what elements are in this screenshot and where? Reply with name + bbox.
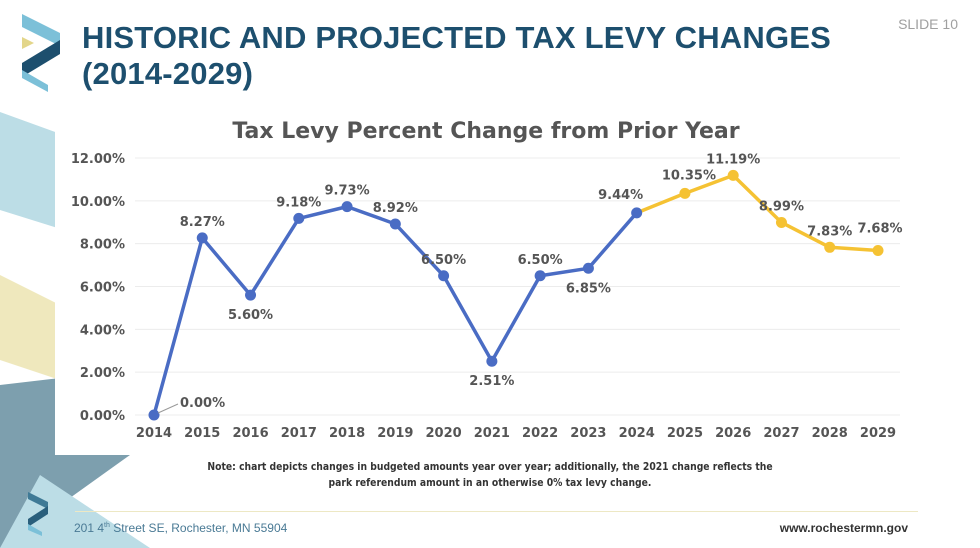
- x-tick-label: 2023: [570, 426, 606, 441]
- line-chart: Tax Levy Percent Change from Prior Year 0…: [71, 119, 903, 441]
- data-label: 0.00%: [180, 396, 225, 411]
- data-label: 10.35%: [662, 168, 716, 183]
- x-tick-label: 2014: [136, 426, 172, 441]
- page-title: HISTORIC AND PROJECTED TAX LEVY CHANGES …: [82, 20, 831, 92]
- x-tick-label: 2015: [184, 426, 220, 441]
- title-line-1: HISTORIC AND PROJECTED TAX LEVY CHANGES: [82, 20, 832, 55]
- data-label: 5.60%: [228, 308, 273, 323]
- address-suffix: th: [104, 522, 110, 529]
- x-tick-label: 2019: [377, 426, 413, 441]
- data-point: [438, 270, 450, 282]
- slide-number: SLIDE 10: [898, 16, 958, 32]
- data-label: 8.27%: [180, 215, 225, 230]
- data-label: 7.83%: [807, 224, 852, 239]
- logo-icon: [22, 14, 60, 92]
- data-point: [824, 241, 836, 253]
- label-leader-line: [157, 403, 179, 414]
- data-point: [534, 270, 546, 282]
- data-point: [631, 207, 643, 219]
- data-point: [389, 218, 401, 230]
- data-label: 9.18%: [276, 195, 321, 210]
- chart-title: Tax Levy Percent Change from Prior Year: [232, 119, 739, 144]
- x-tick-label: 2017: [281, 426, 317, 441]
- chart-container: Tax Levy Percent Change from Prior Year 0…: [55, 105, 917, 455]
- data-point: [679, 187, 691, 199]
- x-tick-label: 2020: [426, 426, 462, 441]
- data-label: 8.99%: [759, 199, 804, 214]
- projected-line: [636, 173, 879, 253]
- data-label: 7.68%: [857, 222, 902, 237]
- footer-address: 201 4th Street SE, Rochester, MN 55904: [74, 521, 287, 535]
- y-tick-label: 4.00%: [80, 323, 125, 338]
- data-label: 6.85%: [566, 281, 611, 296]
- chart-note: Note: chart depicts changes in budgeted …: [207, 461, 773, 489]
- y-tick-label: 10.00%: [71, 195, 125, 210]
- x-tick-label: 2029: [860, 426, 896, 441]
- footer-divider: [75, 511, 918, 512]
- x-tick-label: 2027: [763, 426, 799, 441]
- data-point: [245, 289, 257, 301]
- bg-yellow-triangle: [0, 275, 60, 380]
- x-tick-label: 2016: [232, 426, 268, 441]
- data-point: [872, 245, 884, 257]
- footer-logo-icon: [28, 492, 48, 536]
- address-number: 201 4: [74, 521, 105, 535]
- footer-website-link[interactable]: www.rochestermn.gov: [779, 521, 908, 535]
- x-tick-label: 2025: [667, 426, 703, 441]
- data-point: [148, 409, 160, 421]
- y-tick-label: 6.00%: [80, 281, 125, 296]
- data-label: 2.51%: [469, 374, 514, 389]
- data-point: [582, 262, 594, 274]
- x-tick-label: 2022: [522, 426, 558, 441]
- y-tick-label: 8.00%: [80, 238, 125, 253]
- x-tick-label: 2021: [474, 426, 510, 441]
- data-label: 9.44%: [598, 188, 643, 203]
- x-tick-label: 2018: [329, 426, 365, 441]
- data-point: [486, 355, 498, 367]
- data-label: 9.73%: [325, 184, 370, 199]
- address-street: Street SE, Rochester, MN 55904: [109, 521, 288, 535]
- historic-line: [152, 204, 638, 416]
- data-label: 8.92%: [373, 201, 418, 216]
- data-label: 6.50%: [421, 253, 466, 268]
- y-tick-label: 0.00%: [80, 409, 125, 424]
- data-label: 6.50%: [518, 253, 563, 268]
- title-line-2: (2014-2029): [82, 56, 254, 91]
- x-tick-label: 2024: [619, 426, 655, 441]
- y-tick-label: 2.00%: [80, 366, 125, 381]
- data-point: [727, 169, 739, 181]
- data-point: [196, 232, 208, 244]
- data-point: [775, 216, 787, 228]
- data-point: [341, 201, 353, 213]
- data-point: [293, 212, 305, 224]
- x-tick-label: 2026: [715, 426, 751, 441]
- x-tick-label: 2028: [812, 426, 848, 441]
- data-label: 11.19%: [706, 152, 760, 167]
- y-tick-label: 12.00%: [71, 152, 125, 167]
